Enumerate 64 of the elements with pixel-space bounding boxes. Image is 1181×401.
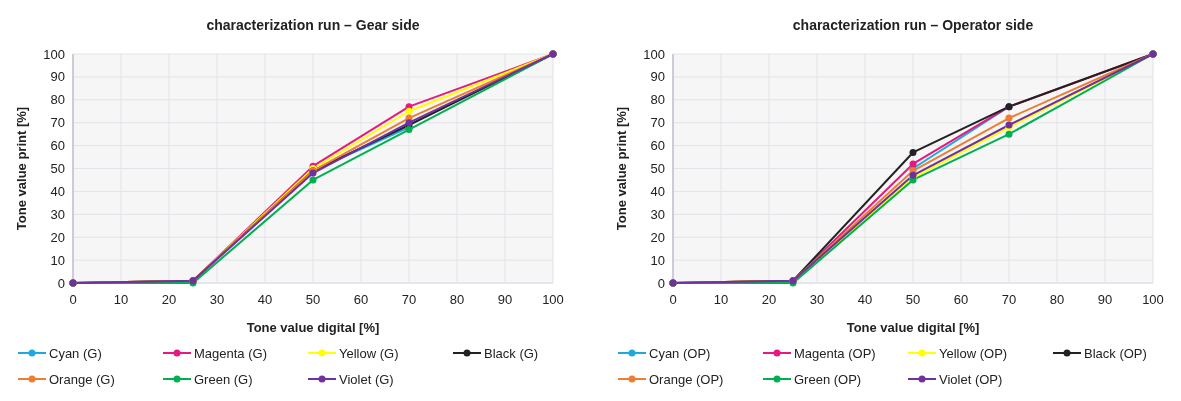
y-tick-label: 70 bbox=[650, 115, 665, 131]
y-tick-label: 60 bbox=[50, 138, 65, 154]
legend-label: Cyan (G) bbox=[49, 345, 102, 361]
x-axis-title: Tone value digital [%] bbox=[846, 320, 980, 335]
legend-label: Violet (OP) bbox=[939, 371, 1003, 387]
legend-label: Orange (G) bbox=[49, 371, 115, 387]
x-tick-label: 0 bbox=[669, 292, 677, 307]
x-tick-label: 30 bbox=[809, 292, 825, 307]
x-tick-label: 10 bbox=[713, 292, 729, 307]
legend-label: Green (G) bbox=[194, 371, 253, 387]
y-tick-label: 50 bbox=[50, 161, 65, 177]
y-tick-label: 40 bbox=[650, 183, 665, 199]
x-tick-label: 70 bbox=[401, 292, 417, 307]
x-tick-label: 100 bbox=[542, 292, 564, 307]
y-tick-label: 80 bbox=[50, 92, 65, 108]
legend-label: Cyan (OP) bbox=[649, 345, 711, 361]
y-tick-label: 90 bbox=[650, 69, 665, 85]
y-tick-label: 90 bbox=[50, 69, 65, 85]
x-tick-label: 80 bbox=[1049, 292, 1065, 307]
y-tick-label: 0 bbox=[657, 275, 665, 291]
x-tick-label: 40 bbox=[257, 292, 273, 307]
y-tick-label: 20 bbox=[50, 229, 65, 245]
legend-label: Magenta (OP) bbox=[794, 345, 876, 361]
x-tick-label: 10 bbox=[113, 292, 129, 307]
x-tick-label: 50 bbox=[905, 292, 921, 307]
x-tick-label: 40 bbox=[857, 292, 873, 307]
x-tick-label: 20 bbox=[761, 292, 777, 307]
x-axis-title: Tone value digital [%] bbox=[246, 320, 380, 335]
y-tick-label: 0 bbox=[57, 275, 65, 291]
y-tick-label: 100 bbox=[643, 46, 665, 62]
legend-label: Magenta (G) bbox=[194, 345, 267, 361]
legend-label: Black (OP) bbox=[1084, 345, 1147, 361]
y-tick-label: 30 bbox=[650, 206, 665, 222]
y-tick-label: 80 bbox=[650, 92, 665, 108]
chart-title: characterization run – Gear side bbox=[206, 17, 420, 33]
legend-label: Violet (G) bbox=[339, 371, 394, 387]
x-tick-label: 90 bbox=[497, 292, 513, 307]
x-tick-label: 20 bbox=[161, 292, 177, 307]
y-axis-title: Tone value print [%] bbox=[614, 106, 629, 231]
x-tick-label: 80 bbox=[449, 292, 465, 307]
chart-title: characterization run – Operator side bbox=[792, 17, 1034, 33]
y-tick-label: 10 bbox=[50, 252, 65, 268]
y-tick-label: 10 bbox=[650, 252, 665, 268]
y-tick-label: 60 bbox=[650, 138, 665, 154]
y-tick-label: 30 bbox=[50, 206, 65, 222]
y-tick-label: 40 bbox=[50, 183, 65, 199]
legend-label: Orange (OP) bbox=[649, 371, 724, 387]
legend-label: Black (G) bbox=[484, 345, 539, 361]
x-tick-label: 30 bbox=[209, 292, 225, 307]
legend-label: Yellow (G) bbox=[339, 345, 399, 361]
y-tick-label: 100 bbox=[43, 46, 65, 62]
x-tick-label: 60 bbox=[953, 292, 969, 307]
y-tick-label: 70 bbox=[50, 115, 65, 131]
y-tick-label: 50 bbox=[650, 161, 665, 177]
y-tick-label: 20 bbox=[650, 229, 665, 245]
y-axis-title: Tone value print [%] bbox=[14, 106, 29, 231]
legend-label: Yellow (OP) bbox=[939, 345, 1008, 361]
x-tick-label: 60 bbox=[353, 292, 369, 307]
x-tick-label: 70 bbox=[1001, 292, 1017, 307]
x-tick-label: 90 bbox=[1097, 292, 1113, 307]
x-tick-label: 0 bbox=[69, 292, 77, 307]
legend-label: Green (OP) bbox=[794, 371, 862, 387]
x-tick-label: 50 bbox=[305, 292, 321, 307]
x-tick-label: 100 bbox=[1142, 292, 1164, 307]
